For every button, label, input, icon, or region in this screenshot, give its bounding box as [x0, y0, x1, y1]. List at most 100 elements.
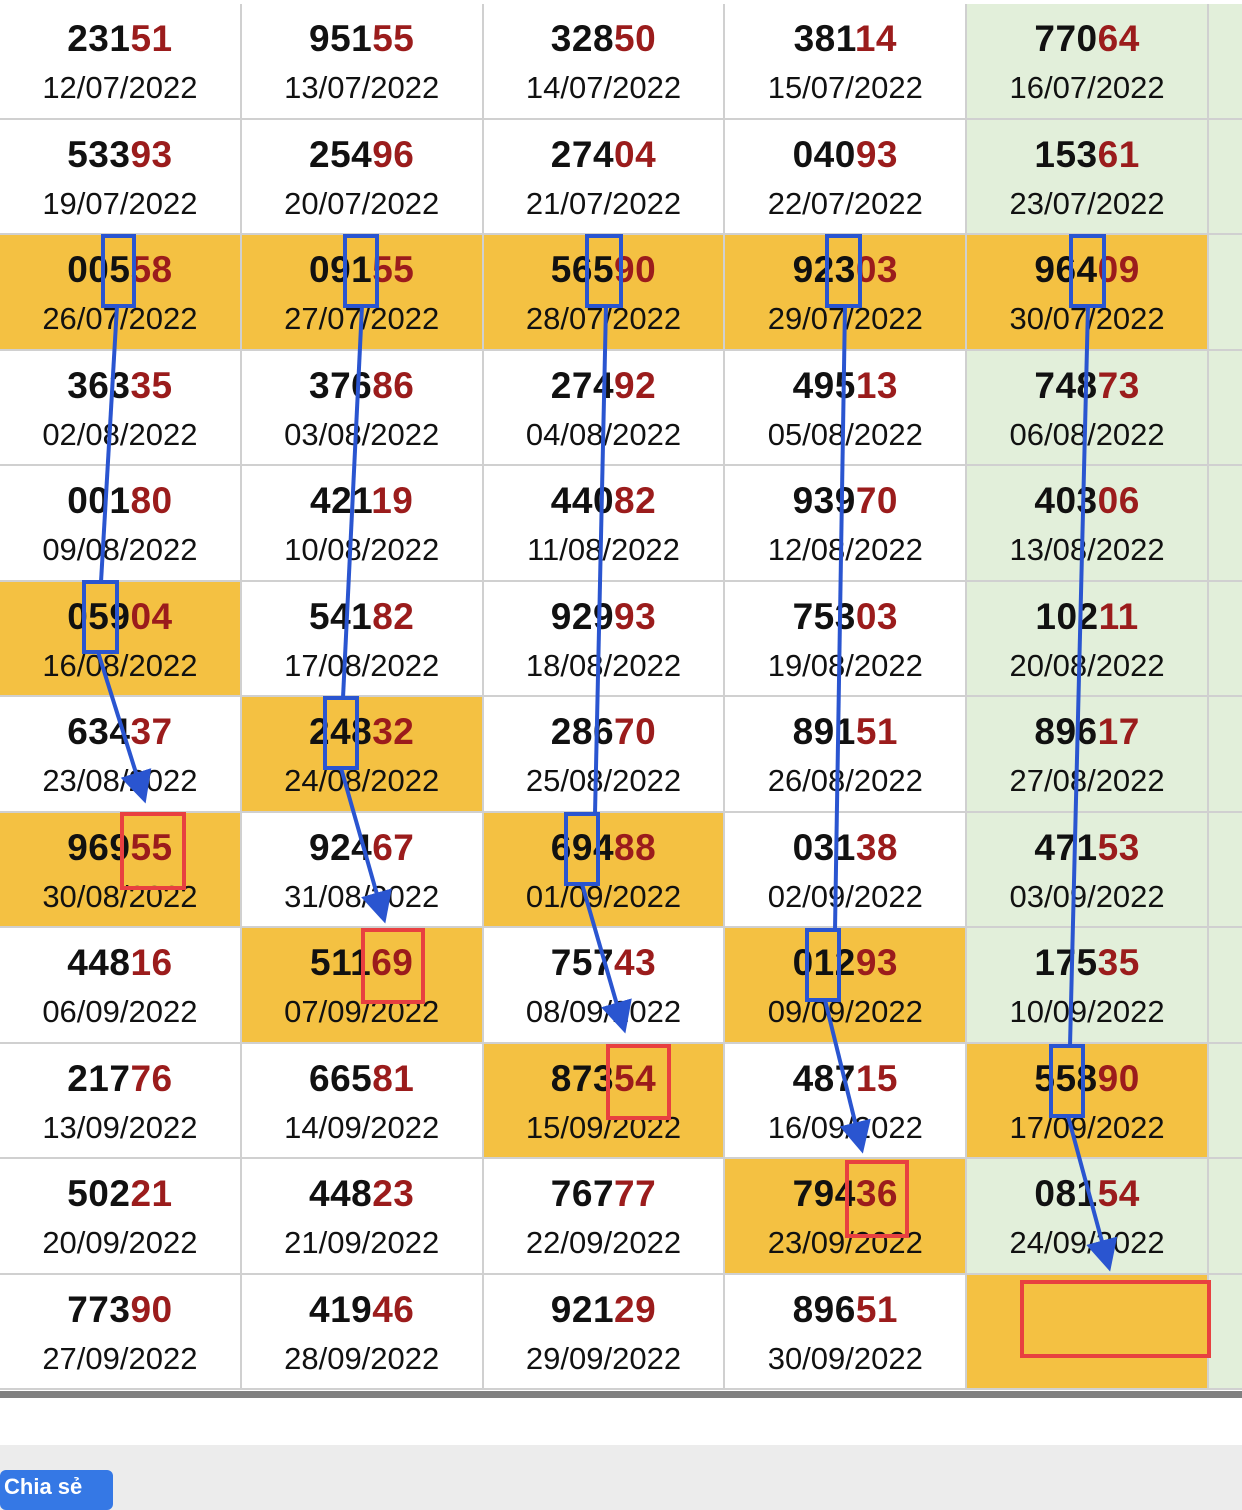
last-two-digits: 55 — [130, 826, 173, 868]
result-cell[interactable]: 25496 20/07/2022 — [241, 119, 484, 235]
result-date: 28/09/2022 — [284, 1340, 440, 1376]
result-cell[interactable]: 42119 10/08/2022 — [241, 466, 484, 582]
result-number: 89651 — [792, 1288, 898, 1330]
result-cell[interactable]: 92993 18/08/2022 — [483, 581, 726, 697]
result-cell[interactable]: 01293 09/09/2022 — [725, 928, 968, 1044]
result-cell[interactable]: 04093 22/07/2022 — [725, 119, 968, 235]
result-cell[interactable]: 89151 26/08/2022 — [725, 697, 968, 813]
result-cell[interactable]: 17535 10/09/2022 — [967, 928, 1209, 1044]
result-cell[interactable]: 15361 23/07/2022 — [967, 119, 1209, 235]
result-cell[interactable]: 96409 30/07/2022 — [967, 235, 1209, 351]
result-cell[interactable]: 55890 17/09/2022 — [967, 1043, 1209, 1159]
result-cell[interactable] — [967, 1274, 1209, 1390]
result-cell[interactable]: 75743 08/09/2022 — [483, 928, 726, 1044]
result-number: 47153 — [1034, 826, 1140, 868]
result-cell[interactable]: 54182 17/08/2022 — [241, 581, 484, 697]
result-cell[interactable]: 77390 27/09/2022 — [0, 1274, 242, 1390]
result-cell[interactable]: 47153 03/09/2022 — [967, 812, 1209, 928]
result-date: 22/09/2022 — [525, 1225, 682, 1260]
result-number: 28670 — [550, 711, 657, 752]
result-cell[interactable]: 24832 24/08/2022 — [241, 697, 484, 813]
result-cell[interactable]: 28670 25/08/2022 — [483, 697, 726, 813]
result-cell[interactable]: 49513 05/08/2022 — [725, 350, 968, 466]
result-number: 63437 — [67, 711, 173, 752]
result-cell[interactable]: 44816 06/09/2022 — [0, 928, 242, 1044]
result-cell[interactable]: 38114 15/07/2022 — [725, 4, 968, 120]
last-two-digits: 09 — [1097, 249, 1140, 290]
result-cell[interactable]: 53393 19/07/2022 — [0, 119, 242, 235]
result-cell[interactable]: 21776 13/09/2022 — [0, 1043, 242, 1159]
result-cell[interactable]: 00180 09/08/2022 — [0, 466, 242, 582]
result-cell[interactable]: 44082 11/08/2022 — [483, 466, 726, 582]
result-cell[interactable]: 09155 27/07/2022 — [241, 235, 484, 351]
result-cell[interactable]: 87354 15/09/2022 — [483, 1043, 726, 1159]
result-number: 87354 — [550, 1057, 657, 1099]
result-cell[interactable]: 36335 02/08/2022 — [0, 350, 242, 466]
table-row: 44816 06/09/2022 51169 07/09/2022 75743 08/09… — [0, 928, 1242, 1044]
result-number: 77064 — [1034, 18, 1140, 59]
result-date: 24/08/2022 — [284, 763, 440, 798]
result-cell[interactable]: 50221 20/09/2022 — [0, 1159, 242, 1275]
table-row: 23151 12/07/2022 95155 13/07/2022 32850 14/07… — [0, 4, 1242, 120]
result-cell[interactable]: 77064 16/07/2022 — [967, 4, 1209, 120]
last-two-digits: 58 — [130, 249, 173, 290]
result-cell[interactable]: 27492 04/08/2022 — [483, 350, 726, 466]
result-cell[interactable]: 51169 07/09/2022 — [241, 928, 484, 1044]
last-two-digits: 51 — [130, 18, 173, 59]
result-cell[interactable]: 23151 12/07/2022 — [0, 4, 242, 120]
result-cell[interactable]: 56590 28/07/2022 — [483, 235, 726, 351]
last-two-digits: 61 — [1097, 133, 1140, 175]
result-cell[interactable]: 00558 26/07/2022 — [0, 235, 242, 351]
results-grid: 23151 12/07/2022 95155 13/07/2022 32850 14/07… — [0, 4, 1242, 1390]
result-cell[interactable]: 89617 27/08/2022 — [967, 697, 1209, 813]
result-cell[interactable]: 48715 16/09/2022 — [725, 1043, 968, 1159]
result-cell[interactable]: 69488 01/09/2022 — [483, 812, 726, 928]
result-cell[interactable]: 32850 14/07/2022 — [483, 4, 726, 120]
result-number: 53393 — [67, 133, 173, 175]
result-date: 26/08/2022 — [767, 763, 923, 798]
result-number: 32850 — [550, 18, 657, 59]
result-cell[interactable]: 96955 30/08/2022 — [0, 812, 242, 928]
extra-column-strip — [1208, 350, 1242, 466]
result-number: 92467 — [309, 826, 415, 868]
result-date: 02/09/2022 — [767, 878, 923, 914]
extra-column-strip — [1208, 235, 1242, 351]
result-date: 29/07/2022 — [767, 301, 923, 336]
result-cell[interactable]: 95155 13/07/2022 — [241, 4, 484, 120]
result-cell[interactable]: 89651 30/09/2022 — [725, 1274, 968, 1390]
result-cell[interactable]: 93970 12/08/2022 — [725, 466, 968, 582]
result-cell[interactable]: 92303 29/07/2022 — [725, 235, 968, 351]
result-cell[interactable]: 08154 24/09/2022 — [967, 1159, 1209, 1275]
last-two-digits: 54 — [1097, 1173, 1140, 1214]
extra-column-strip — [1208, 928, 1242, 1044]
result-cell[interactable]: 37686 03/08/2022 — [241, 350, 484, 466]
result-cell[interactable]: 27404 21/07/2022 — [483, 119, 726, 235]
result-cell[interactable]: 41946 28/09/2022 — [241, 1274, 484, 1390]
last-two-digits: 90 — [1097, 1057, 1140, 1099]
result-cell[interactable]: 92467 31/08/2022 — [241, 812, 484, 928]
result-number: 00180 — [67, 480, 173, 521]
last-two-digits: 36 — [855, 1173, 898, 1214]
result-number: 37686 — [309, 364, 415, 406]
result-date: 06/09/2022 — [42, 994, 198, 1029]
result-date: 13/07/2022 — [284, 70, 440, 105]
result-cell[interactable]: 92129 29/09/2022 — [483, 1274, 726, 1390]
result-cell[interactable]: 63437 23/08/2022 — [0, 697, 242, 813]
result-cell[interactable]: 75303 19/08/2022 — [725, 581, 968, 697]
result-number: 00558 — [67, 249, 173, 290]
result-cell[interactable]: 79436 23/09/2022 — [725, 1159, 968, 1275]
result-date: 23/08/2022 — [42, 763, 198, 798]
extra-column-strip — [1208, 119, 1242, 235]
result-cell[interactable]: 66581 14/09/2022 — [241, 1043, 484, 1159]
share-button[interactable]: Chia sẻ — [0, 1470, 113, 1510]
result-cell[interactable]: 40306 13/08/2022 — [967, 466, 1209, 582]
result-number: 05904 — [67, 595, 173, 637]
result-cell[interactable]: 76777 22/09/2022 — [483, 1159, 726, 1275]
result-cell[interactable]: 44823 21/09/2022 — [241, 1159, 484, 1275]
result-number: 25496 — [309, 133, 415, 175]
result-cell[interactable]: 74873 06/08/2022 — [967, 350, 1209, 466]
result-cell[interactable]: 10211 20/08/2022 — [967, 581, 1209, 697]
result-cell[interactable]: 03138 02/09/2022 — [725, 812, 968, 928]
result-date: 22/07/2022 — [767, 185, 923, 221]
result-cell[interactable]: 05904 16/08/2022 — [0, 581, 242, 697]
